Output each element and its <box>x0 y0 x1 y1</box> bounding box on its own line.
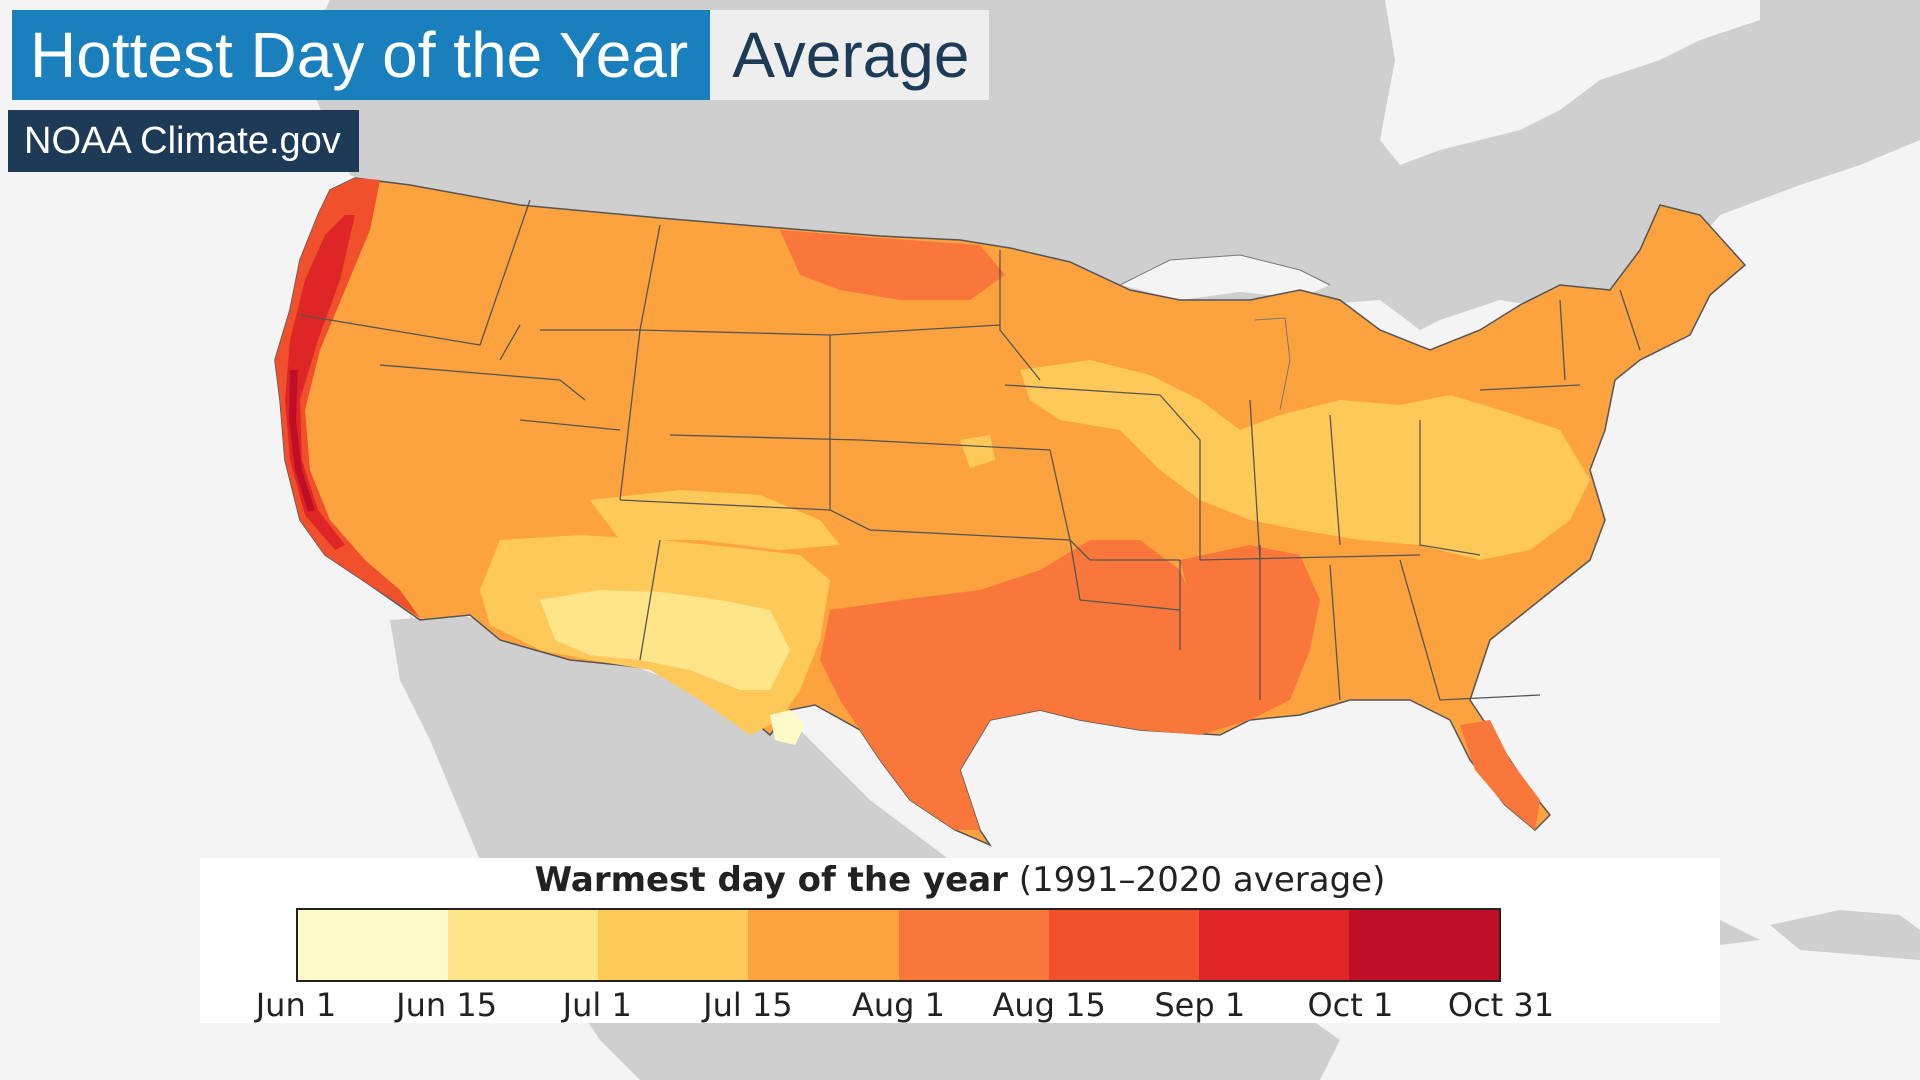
map-title: Hottest Day of the Year <box>12 10 711 100</box>
legend-swatch <box>1198 910 1349 980</box>
zone-deepsouth-aug1 <box>1180 545 1320 720</box>
title-bar: Hottest Day of the Year Average <box>12 10 990 100</box>
legend-tick-label: Aug 15 <box>992 986 1106 1024</box>
zone-northdakota-aug1 <box>780 230 1005 300</box>
zone-bigbend-jun1 <box>770 710 805 745</box>
map-subtitle: Average <box>710 10 990 100</box>
zone-great-basin-jul1 <box>590 490 840 550</box>
zone-pacific-sep1 <box>285 215 355 550</box>
land-hispaniola <box>1770 910 1920 960</box>
legend-tick-label: Jun 1 <box>255 986 337 1024</box>
zone-midwest-jul1 <box>1020 360 1590 560</box>
legend-colorbar <box>296 908 1501 982</box>
legend-tick-label: Jun 15 <box>396 986 498 1024</box>
legend-swatch <box>1048 910 1199 980</box>
legend-swatch <box>598 910 749 980</box>
zone-texas-aug1 <box>820 540 1260 830</box>
land-baja <box>410 615 510 860</box>
land-greenland-east <box>1870 0 1920 80</box>
legend-tick-label: Aug 1 <box>851 986 946 1024</box>
zone-florida-aug1 <box>1460 720 1540 830</box>
coastlines <box>1119 254 1331 411</box>
legend: Warmest day of the year (1991–2020 avera… <box>200 858 1720 1026</box>
legend-swatch <box>748 910 899 980</box>
zone-nebraska-patch <box>960 435 995 468</box>
legend-title: Warmest day of the year (1991–2020 avera… <box>200 858 1720 902</box>
legend-swatch <box>448 910 599 980</box>
legend-swatch <box>898 910 1049 980</box>
zone-pacific-oct1 <box>289 370 315 512</box>
legend-tick-label: Jul 15 <box>703 986 793 1024</box>
zone-southwest-jun15 <box>540 590 790 690</box>
lake-superior <box>1120 255 1330 300</box>
land-canada <box>300 0 1920 410</box>
legend-swatch <box>298 910 449 980</box>
legend-title-bold: Warmest day of the year <box>534 860 1008 900</box>
source-label: NOAA Climate.gov <box>8 110 359 172</box>
legend-tick-label: Jul 1 <box>562 986 632 1024</box>
legend-swatch <box>1348 910 1499 980</box>
legend-tick-label: Oct 31 <box>1447 986 1555 1024</box>
legend-tick-label: Oct 1 <box>1307 986 1394 1024</box>
legend-tick-label: Sep 1 <box>1154 986 1246 1024</box>
state-borders <box>299 199 1641 701</box>
legend-ticks: Jun 1 Jun 15 Jul 1 Jul 15 Aug 1 Aug 15 Sep 1 Oc… <box>200 986 1720 1026</box>
legend-title-period: (1991–2020 average) <box>1018 860 1386 900</box>
